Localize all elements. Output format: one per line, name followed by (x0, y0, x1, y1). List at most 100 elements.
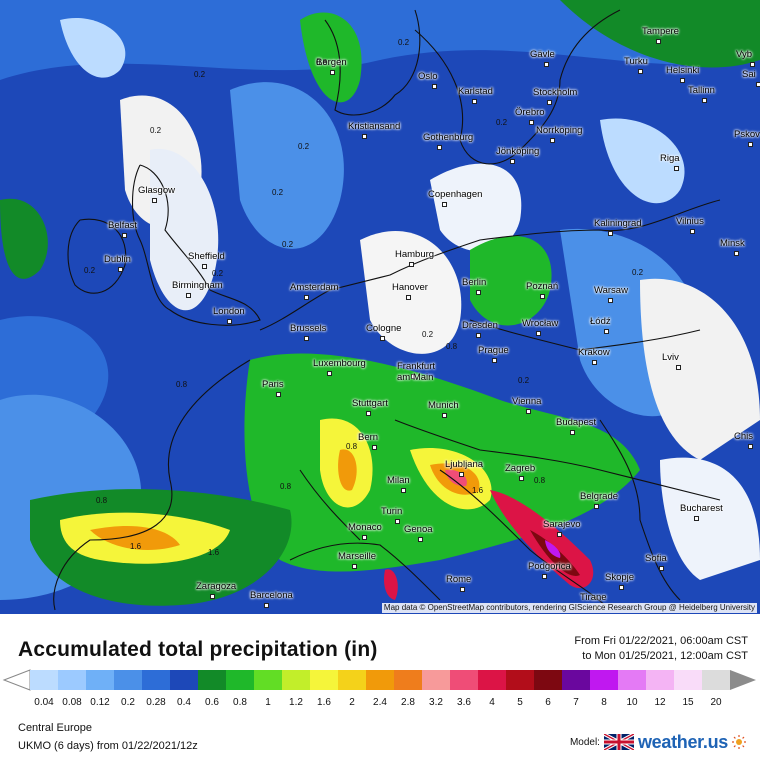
city-marker (638, 69, 643, 74)
city-label: Kristiansand (348, 121, 401, 132)
city-label: Gävle (530, 49, 555, 60)
city-label: Amsterdam (290, 282, 339, 293)
city-marker (547, 100, 552, 105)
legend-swatch (506, 670, 535, 690)
city-label: am Main (397, 372, 434, 383)
city-label: Brussels (290, 323, 327, 334)
city-marker (276, 392, 281, 397)
city-marker (544, 62, 549, 67)
uk-flag-icon (603, 734, 634, 750)
city-label: Minsk (720, 238, 745, 249)
legend-tick-label: 15 (682, 697, 694, 708)
city-label: Copenhagen (428, 189, 483, 200)
city-label: Hamburg (395, 249, 435, 260)
legend-tick-label: 0.8 (233, 697, 247, 708)
city-marker (748, 142, 753, 147)
city-label: Turin (381, 506, 403, 517)
city-marker (748, 444, 753, 449)
city-label: Marseille (338, 551, 377, 562)
legend-tick-label: 0.04 (34, 697, 54, 708)
contour-label: 1.6 (472, 486, 484, 495)
legend-swatch (114, 670, 143, 690)
city-marker (122, 233, 127, 238)
contour-label: 0.8 (316, 58, 328, 67)
contour-label: 0.8 (96, 496, 108, 505)
legend-tick-label: 4 (489, 697, 495, 708)
contour-label: 1.6 (130, 542, 142, 551)
city-marker (476, 333, 481, 338)
city-marker (536, 331, 541, 336)
legend-tick-label: 0.12 (90, 697, 110, 708)
legend-tick-label: 3.6 (457, 697, 471, 708)
city-marker (619, 585, 624, 590)
legend-tick-label: 10 (626, 697, 638, 708)
city-label: Łódź (590, 316, 611, 327)
legend-swatch (366, 670, 395, 690)
brand: Model: weather.us (570, 732, 746, 752)
city-label: Rome (446, 574, 472, 585)
city-marker (186, 293, 191, 298)
city-marker (152, 198, 157, 203)
map-attribution: Map data © OpenStreetMap contributors, r… (381, 603, 757, 613)
city-label: Bern (358, 432, 379, 443)
legend-swatch (254, 670, 283, 690)
city-marker (459, 472, 464, 477)
city-label: Poznań (526, 281, 559, 292)
city-label: Lviv (662, 352, 679, 363)
legend-tick-label: 5 (517, 697, 523, 708)
legend-swatch (282, 670, 311, 690)
contour-label: 0.8 (280, 482, 292, 491)
city-marker (676, 365, 681, 370)
city-label: Barcelona (250, 590, 293, 601)
city-marker (210, 594, 215, 599)
city-marker (264, 603, 269, 608)
precipitation-map (0, 0, 760, 614)
city-label: Norrköping (536, 125, 583, 136)
city-marker (227, 319, 232, 324)
city-label: Krakow (578, 347, 610, 358)
city-label: Tirane (580, 592, 607, 603)
city-label: Belgrade (580, 491, 619, 502)
city-marker (304, 295, 309, 300)
city-marker (372, 445, 377, 450)
city-marker (510, 159, 515, 164)
city-label: Luxembourg (313, 358, 366, 369)
forecast-period: From Fri 01/22/2021, 06:00am CST to Mon … (574, 634, 748, 664)
legend-swatch (198, 670, 227, 690)
period-from: From Fri 01/22/2021, 06:00am CST (574, 635, 748, 647)
legend-tick-label: 7 (573, 697, 579, 708)
city-label: Zagreb (505, 463, 536, 474)
city-label: Kaliningrad (594, 218, 642, 229)
city-label: Paris (262, 379, 284, 390)
city-marker (570, 430, 575, 435)
city-label: Prague (478, 345, 509, 356)
contour-label: 0.2 (422, 330, 434, 339)
sun-icon (732, 735, 746, 749)
city-marker (550, 138, 555, 143)
city-label: Chis (734, 431, 754, 442)
contour-label: 1.6 (208, 548, 220, 557)
city-marker (362, 535, 367, 540)
city-marker (380, 336, 385, 341)
city-label: Milan (387, 475, 410, 486)
brand-name[interactable]: weather.us (637, 731, 728, 752)
city-marker (690, 229, 695, 234)
legend-bar (2, 669, 756, 691)
city-label: Budapest (556, 417, 597, 428)
city-label: Dresden (462, 320, 498, 331)
legend-tick-label: 0.28 (146, 697, 166, 708)
city-marker (362, 134, 367, 139)
legend-swatch (30, 670, 59, 690)
legend-tick-label: 1.6 (317, 697, 331, 708)
contour-label: 0.2 (518, 376, 530, 385)
legend-swatch (702, 670, 731, 690)
legend-swatch (394, 670, 423, 690)
city-marker (542, 574, 547, 579)
contour-label: 0.2 (212, 269, 224, 278)
city-label: Skopje (605, 572, 635, 583)
city-marker (540, 294, 545, 299)
city-marker (519, 476, 524, 481)
city-marker (608, 298, 613, 303)
city-label: Oslo (418, 71, 438, 82)
city-marker (492, 358, 497, 363)
